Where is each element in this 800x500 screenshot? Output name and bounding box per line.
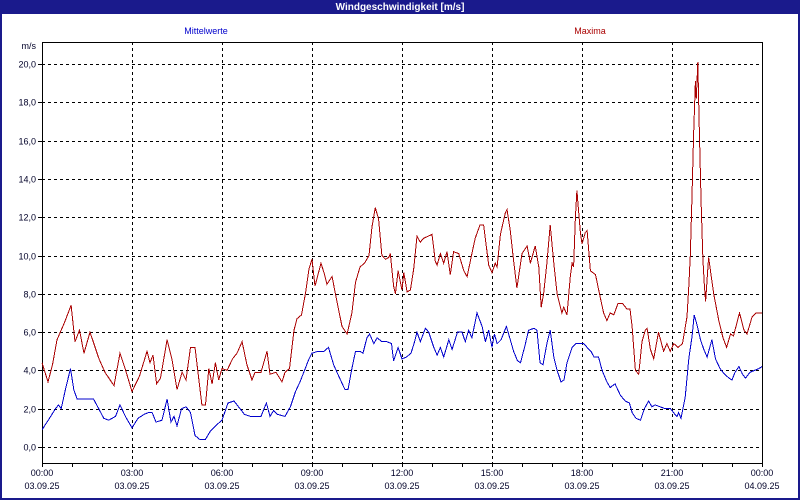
x-tick-date-label: 04.09.25 xyxy=(744,481,779,491)
series-line-maxima xyxy=(41,62,762,406)
y-tick-label: 10,0 xyxy=(18,252,36,262)
y-tick-label: 8,0 xyxy=(23,290,36,300)
legend-label-maxima: Maxima xyxy=(574,26,606,36)
y-axis-unit-label: m/s xyxy=(22,41,37,51)
plot-frame xyxy=(42,42,763,464)
x-tick-time-label: 00:00 xyxy=(31,468,54,478)
y-tick-label: 14,0 xyxy=(18,175,36,185)
x-tick-time-label: 09:00 xyxy=(301,468,324,478)
x-tick-date-label: 03.09.25 xyxy=(294,481,329,491)
x-tick-time-label: 18:00 xyxy=(571,468,594,478)
x-tick-date-label: 03.09.25 xyxy=(474,481,509,491)
x-tick-time-label: 15:00 xyxy=(481,468,504,478)
legend-label-mittelwerte: Mittelwerte xyxy=(184,26,228,36)
x-tick-date-label: 03.09.25 xyxy=(654,481,689,491)
y-tick-label: 18,0 xyxy=(18,98,36,108)
x-tick-time-label: 12:00 xyxy=(391,468,414,478)
series-line-mittelwerte xyxy=(41,311,763,440)
x-tick-date-label: 03.09.25 xyxy=(204,481,239,491)
y-tick-label: 20,0 xyxy=(18,60,36,70)
y-tick-label: 12,0 xyxy=(18,213,36,223)
x-tick-time-label: 21:00 xyxy=(661,468,684,478)
x-tick-time-label: 00:00 xyxy=(751,468,774,478)
y-tick-label: 6,0 xyxy=(23,328,36,338)
x-tick-time-label: 06:00 xyxy=(211,468,234,478)
y-tick-label: 4,0 xyxy=(23,366,36,376)
y-tick-label: 2,0 xyxy=(23,405,36,415)
y-tick-label: 0,0 xyxy=(23,443,36,453)
x-tick-date-label: 03.09.25 xyxy=(564,481,599,491)
x-tick-time-label: 03:00 xyxy=(121,468,144,478)
x-tick-date-label: 03.09.25 xyxy=(384,481,419,491)
y-tick-label: 16,0 xyxy=(18,137,36,147)
x-tick-date-label: 03.09.25 xyxy=(24,481,59,491)
window-titlebar: Windgeschwindigkeit [m/s] xyxy=(2,2,798,14)
window-title: Windgeschwindigkeit [m/s] xyxy=(335,2,465,13)
x-tick-date-label: 03.09.25 xyxy=(114,481,149,491)
